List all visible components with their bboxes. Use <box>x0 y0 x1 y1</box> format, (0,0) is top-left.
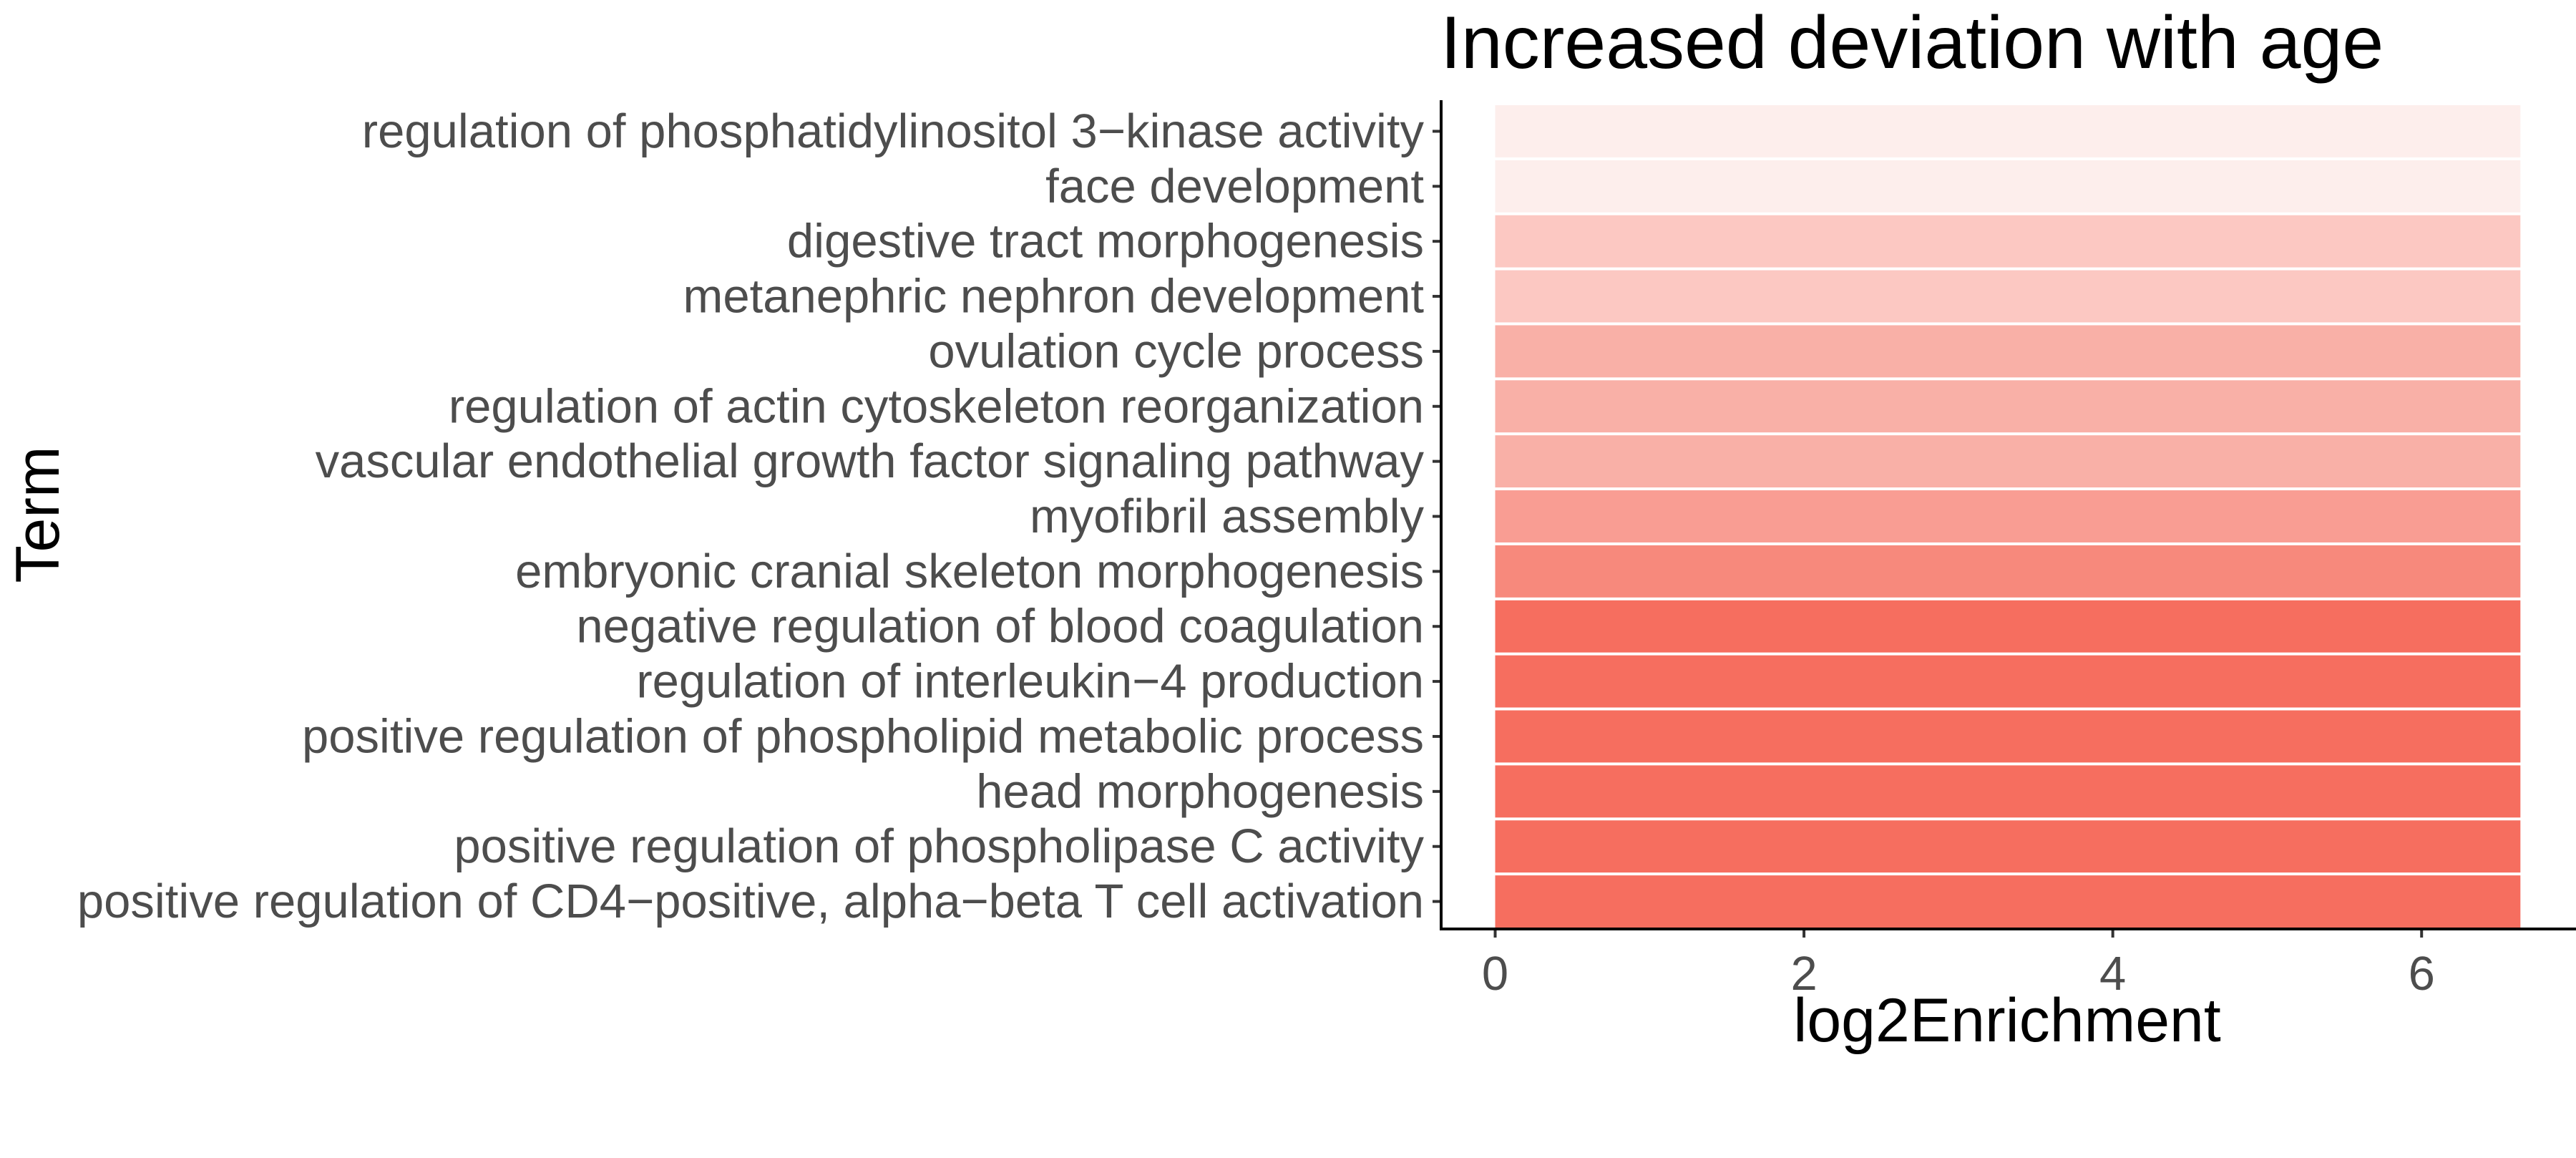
chart-title: Increased deviation with age <box>1440 1 2384 84</box>
y-tick-label: negative regulation of blood coagulation <box>576 600 1424 653</box>
bar <box>1495 710 2521 763</box>
y-tick-label: regulation of interleukin−4 production <box>636 655 1424 709</box>
x-tick-label: 2 <box>1790 947 1817 1001</box>
x-tick-label: 0 <box>1482 947 1508 1001</box>
y-axis-title: Term <box>4 446 72 583</box>
bar <box>1495 655 2521 708</box>
x-tick-labels: 0 2 4 6 <box>1482 947 2435 1001</box>
y-tick-label: regulation of phosphatidylinositol 3−kin… <box>362 104 1425 158</box>
bars-group <box>1495 105 2521 928</box>
bar <box>1495 820 2521 873</box>
y-tick-label: vascular endothelial growth factor signa… <box>316 434 1425 488</box>
bar <box>1495 875 2521 928</box>
y-tick-label: digestive tract morphogenesis <box>787 215 1424 268</box>
bar <box>1495 105 2521 157</box>
bar <box>1495 765 2521 818</box>
bar <box>1495 215 2521 268</box>
x-tick-label: 6 <box>2409 947 2435 1001</box>
bar <box>1495 160 2521 213</box>
bar <box>1495 545 2521 598</box>
bar <box>1495 270 2521 323</box>
y-tick-label: positive regulation of phospholipase C a… <box>454 819 1424 873</box>
bar <box>1495 600 2521 653</box>
x-axis-title: log2Enrichment <box>1793 986 2221 1055</box>
y-tick-label: metanephric nephron development <box>683 270 1425 323</box>
y-tick-label: positive regulation of phospholipid meta… <box>302 709 1424 763</box>
x-tick-label: 4 <box>2099 947 2126 1001</box>
y-tick-label: ovulation cycle process <box>928 324 1424 378</box>
y-tick-label: myofibril assembly <box>1030 490 1425 543</box>
y-tick-label: face development <box>1045 160 1424 213</box>
bar <box>1495 325 2521 378</box>
bar <box>1495 490 2521 542</box>
y-tick-label: head morphogenesis <box>976 764 1424 818</box>
y-tick-labels: regulation of phosphatidylinositol 3−kin… <box>77 104 1425 928</box>
y-tick-label: positive regulation of CD4−positive, alp… <box>77 875 1424 928</box>
bar <box>1495 435 2521 488</box>
bar <box>1495 380 2521 433</box>
y-tick-label: embryonic cranial skeleton morphogenesis <box>515 545 1424 598</box>
y-tick-label: regulation of actin cytoskeleton reorgan… <box>449 379 1424 433</box>
